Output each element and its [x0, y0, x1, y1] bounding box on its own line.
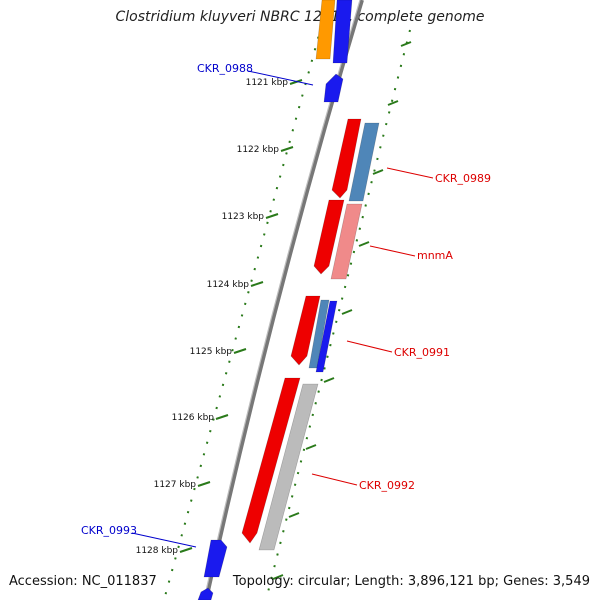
topology-text: Topology: circular; Length: 3,896,121 bp…: [232, 574, 590, 589]
outer-major-tick: [288, 512, 300, 518]
outer-major-tick: [341, 309, 353, 315]
leader-line: [369, 245, 416, 257]
gene-label-ckr-0989: CKR_0989: [435, 172, 491, 185]
major-tick: [197, 481, 211, 487]
ckr0989-gene-feature: [348, 122, 380, 202]
ckr0988-gene-feature: [323, 73, 344, 103]
gene-label-ckr-0991: CKR_0991: [394, 346, 450, 359]
major-tick: [265, 213, 279, 219]
gene-label-mnma: mnmA: [417, 249, 453, 262]
major-tick: [289, 79, 303, 85]
ckr0993-gene-feature: [203, 539, 228, 578]
tick-ring-outer: [265, 29, 411, 600]
ckr0992-gene-feature: [258, 383, 319, 551]
major-tick: [179, 547, 193, 553]
outer-major-tick: [400, 41, 412, 47]
outer-major-tick: [372, 169, 384, 175]
leader-line: [247, 70, 314, 86]
gene-label-ckr-0993: CKR_0993: [81, 524, 137, 537]
forward-gene-feature-2: [313, 199, 345, 275]
tick-label: 1123 kbp: [222, 212, 265, 222]
gene-label-ckr-0992: CKR_0992: [359, 479, 415, 492]
genome-title: Clostridium kluyveri NBRC 12016, complet…: [115, 9, 485, 25]
accession-text: Accession: NC_011837: [9, 574, 157, 589]
leader-line: [311, 473, 358, 486]
leader-line: [346, 340, 393, 353]
major-tick: [215, 414, 229, 420]
outer-major-tick: [323, 377, 335, 383]
ckr0991-gene-feature-blue: [315, 300, 338, 373]
tick-label: 1125 kbp: [190, 347, 233, 357]
gene-label-ckr-0988: CKR_0988: [197, 62, 253, 75]
mnma-gene-feature: [330, 203, 363, 280]
tick-label: 1127 kbp: [154, 480, 197, 490]
forward-gene-feature-4: [241, 377, 301, 544]
tick-label: 1121 kbp: [246, 78, 289, 88]
outer-major-tick: [358, 241, 370, 247]
reverse-gene-feature-bottom: [197, 587, 214, 600]
major-tick: [280, 146, 294, 152]
outer-major-tick: [272, 574, 284, 580]
major-tick: [233, 348, 247, 354]
tick-label: 1124 kbp: [207, 280, 250, 290]
forward-gene-feature-3: [290, 295, 321, 366]
outer-major-tick: [387, 100, 399, 106]
leader-line: [386, 167, 434, 179]
tick-label: 1128 kbp: [136, 546, 179, 556]
tick-label: 1122 kbp: [237, 145, 280, 155]
outer-major-tick: [305, 444, 317, 450]
reverse-gene-feature: [332, 0, 353, 64]
tick-label: 1126 kbp: [172, 413, 215, 423]
leader-line: [131, 532, 197, 548]
orange-gene-feature: [315, 0, 336, 60]
forward-gene-feature: [331, 118, 362, 199]
tick-ring-inner: [163, 1, 329, 600]
major-tick: [250, 281, 264, 287]
